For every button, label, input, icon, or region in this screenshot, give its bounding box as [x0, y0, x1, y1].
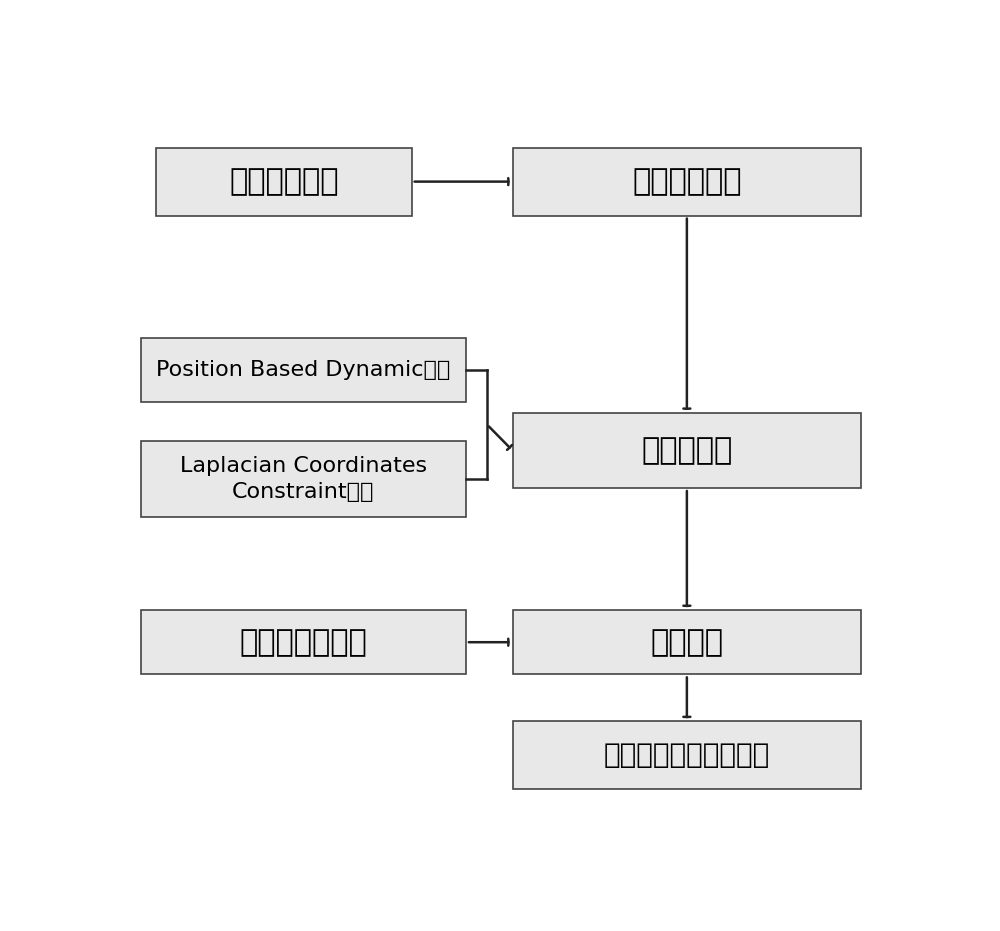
Text: Position Based Dynamic算法: Position Based Dynamic算法 [156, 359, 450, 380]
Text: Laplacian Coordinates
Constraint算法: Laplacian Coordinates Constraint算法 [180, 456, 427, 503]
Text: 表皮四面体模型: 表皮四面体模型 [239, 627, 367, 656]
Bar [140, 338, 466, 402]
Bar [512, 610, 861, 674]
Text: 真实感绘制和触觉渲染: 真实感绘制和触觉渲染 [604, 741, 770, 769]
Text: 拓扑结构构建: 拓扑结构构建 [632, 168, 742, 196]
Text: 元球模型生成: 元球模型生成 [229, 168, 339, 196]
Bar [512, 721, 861, 789]
Bar [512, 412, 861, 488]
Bar [140, 610, 466, 674]
Text: 蒙皮算法: 蒙皮算法 [650, 627, 723, 656]
Bar [512, 147, 861, 216]
Text: 体模型形变: 体模型形变 [641, 436, 732, 465]
Bar [140, 441, 466, 517]
Bar [156, 147, 412, 216]
